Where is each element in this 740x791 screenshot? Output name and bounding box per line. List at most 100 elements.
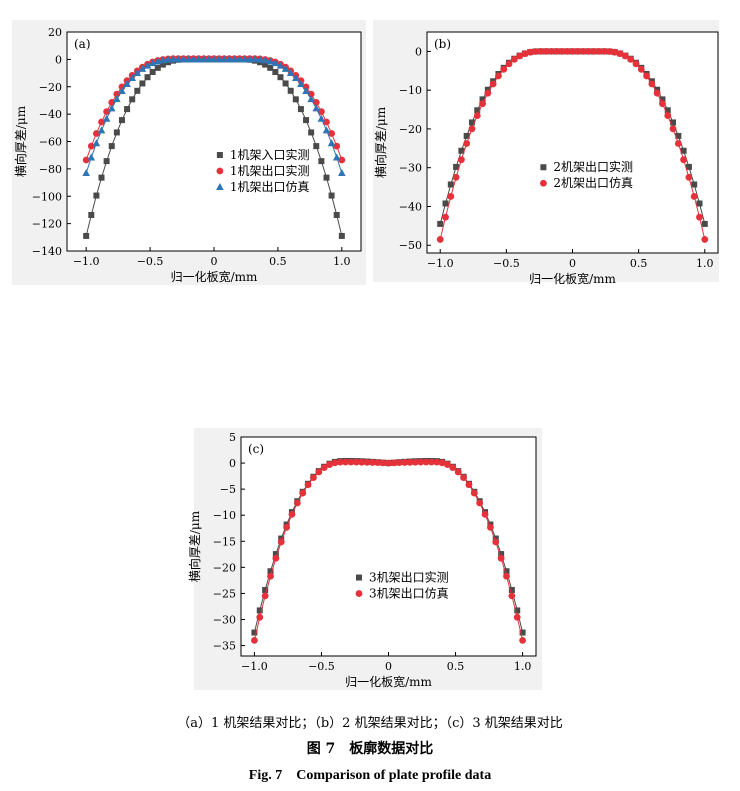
data-point [643,72,650,80]
data-point [323,118,330,126]
data-point [510,55,518,63]
chart-panel-2: −1.0 −0.5 0 0.5 1.0 0 −10 −20 −30 −40 −50 归一化板宽/mm 横… [373,20,719,286]
data-point [595,47,603,55]
data-point [474,107,481,114]
y-tick-label: 0 [415,45,422,58]
data-point [287,87,294,94]
data-point [143,61,152,69]
legend-marker [355,590,363,597]
data-point [189,55,198,63]
legend-label: 1机架出口仿真 [230,180,310,194]
data-point [436,236,444,243]
data-point [230,55,239,63]
data-point [447,181,454,188]
x-tick-label: −1.0 [73,255,100,268]
y-tick-label: −50 [399,239,422,252]
data-point [331,459,339,467]
data-point [505,60,513,68]
data-point [680,147,687,154]
plot-area [66,31,362,252]
data-point [342,458,349,466]
data-point [701,236,709,243]
data-point [463,132,470,139]
data-point [600,47,608,55]
data-point [563,47,571,55]
x-tick-label: −0.5 [137,255,164,268]
y-tick-label: 20 [48,26,62,39]
legend-label: 2机架出口实测 [553,159,633,174]
data-point [437,220,444,227]
data-point [632,60,640,68]
data-point [468,119,475,126]
data-point [261,592,269,600]
data-point [463,140,471,147]
data-point [449,464,457,471]
figure-caption-english: Fig. 7 Comparison of plate profile data [248,768,492,783]
data-point [363,458,371,466]
y-tick-label: −5 [220,483,236,496]
data-point [267,568,274,575]
data-point [272,551,279,558]
data-point [460,474,467,482]
legend: 2机架出口实测 2机架出口仿真 [540,159,633,190]
data-point [428,458,435,466]
x-tick-label: 1.0 [696,257,714,270]
data-point [93,192,100,199]
panel-label: (a) [74,37,91,51]
data-point [251,636,258,644]
data-point [315,468,323,476]
data-point [690,193,698,200]
y-tick-label: −30 [213,614,236,627]
data-point [272,69,279,76]
x-tick-label: 0.5 [447,660,465,673]
y-tick-label: −10 [213,509,236,522]
x-axis-label: 归一化板宽/mm [529,271,616,286]
data-point [251,55,259,63]
data-point [267,572,274,580]
data-point [308,129,315,136]
data-point [487,523,494,531]
data-point [313,143,320,150]
data-point [256,55,264,63]
legend-marker [540,164,547,171]
data-point [318,158,325,165]
data-point [685,163,692,170]
data-point [674,140,682,147]
data-point [542,47,550,55]
data-point [317,108,325,116]
x-tick-label: 1.0 [514,660,532,673]
data-point [278,535,285,542]
data-point [256,613,264,621]
x-tick-label: −0.5 [308,660,335,673]
data-point [497,554,505,562]
data-point [262,61,269,68]
data-point [292,96,299,103]
data-point [458,147,465,154]
data-point [513,613,521,621]
data-point [401,459,408,466]
data-point [465,481,473,489]
data-point [479,100,486,108]
data-point [489,80,497,88]
data-point [532,48,539,55]
data-point [584,47,592,55]
data-point [261,56,269,64]
data-point [442,213,449,221]
y-tick-label: −80 [39,163,62,176]
y-tick-label: −35 [213,640,236,653]
y-axis-label: 横向厚差/μm [13,105,28,177]
data-point [521,50,529,58]
data-point [327,139,336,147]
data-point [82,156,90,164]
data-point [194,55,203,63]
data-point [154,64,161,71]
data-point [616,50,624,58]
data-point [307,95,315,103]
data-point [333,211,340,218]
y-tick-label: −120 [32,218,62,231]
data-point [184,55,193,63]
data-point [205,55,213,63]
data-point [447,193,455,200]
data-point [358,458,366,466]
